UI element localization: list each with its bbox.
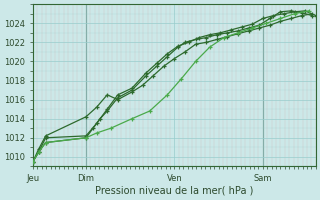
X-axis label: Pression niveau de la mer( hPa ): Pression niveau de la mer( hPa ) <box>95 186 253 196</box>
